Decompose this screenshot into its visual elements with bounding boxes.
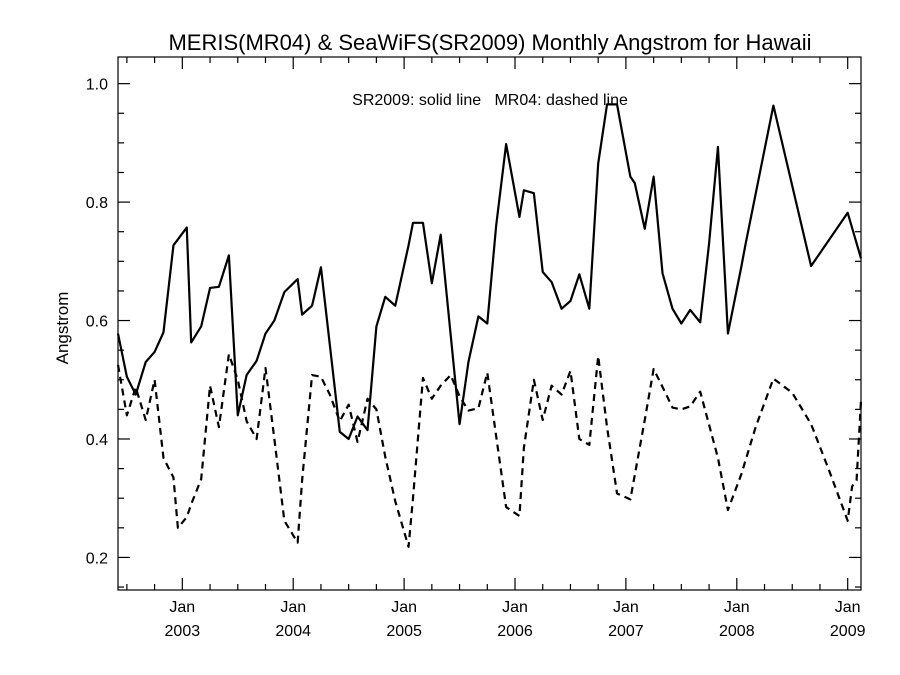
x-tick-month: Jan xyxy=(502,599,528,616)
series-line-mr04 xyxy=(116,353,863,548)
y-tick-label: 0.4 xyxy=(86,432,108,449)
x-tick-year: 2008 xyxy=(719,623,755,640)
x-tick-year: 2007 xyxy=(608,623,644,640)
x-tick-year: 2005 xyxy=(386,623,422,640)
x-tick-year: 2006 xyxy=(497,623,533,640)
series-layer xyxy=(116,103,863,548)
x-tick-month: Jan xyxy=(613,599,639,616)
x-tick-month: Jan xyxy=(280,599,306,616)
x-tick-month: Jan xyxy=(835,599,861,616)
series-line-sr2009 xyxy=(116,103,863,441)
chart-title: MERIS(MR04) & SeaWiFS(SR2009) Monthly An… xyxy=(168,30,811,55)
y-tick-label: 1.0 xyxy=(86,77,108,94)
series-annotation: SR2009: solid line MR04: dashed line xyxy=(352,92,628,109)
x-axis: Jan 2003 Jan 2004 Jan 2005 Jan 2006 Jan 2007 Jan 20… xyxy=(126,57,866,640)
x-tick-year: 2003 xyxy=(165,623,201,640)
x-tick-month: Jan xyxy=(169,599,195,616)
x-tick-year: 2009 xyxy=(830,623,866,640)
x-tick-month: Jan xyxy=(391,599,417,616)
x-tick-month: Jan xyxy=(724,599,750,616)
y-tick-label: 0.8 xyxy=(86,195,108,212)
y-tick-label: 0.2 xyxy=(86,550,108,567)
y-tick-label: 0.6 xyxy=(86,314,108,331)
y-axis: 0.2 0.4 0.6 0.8 1.0 xyxy=(86,77,861,588)
plot-frame xyxy=(117,56,862,591)
x-tick-year: 2004 xyxy=(275,623,311,640)
y-axis-label: Angstrom xyxy=(53,292,72,365)
